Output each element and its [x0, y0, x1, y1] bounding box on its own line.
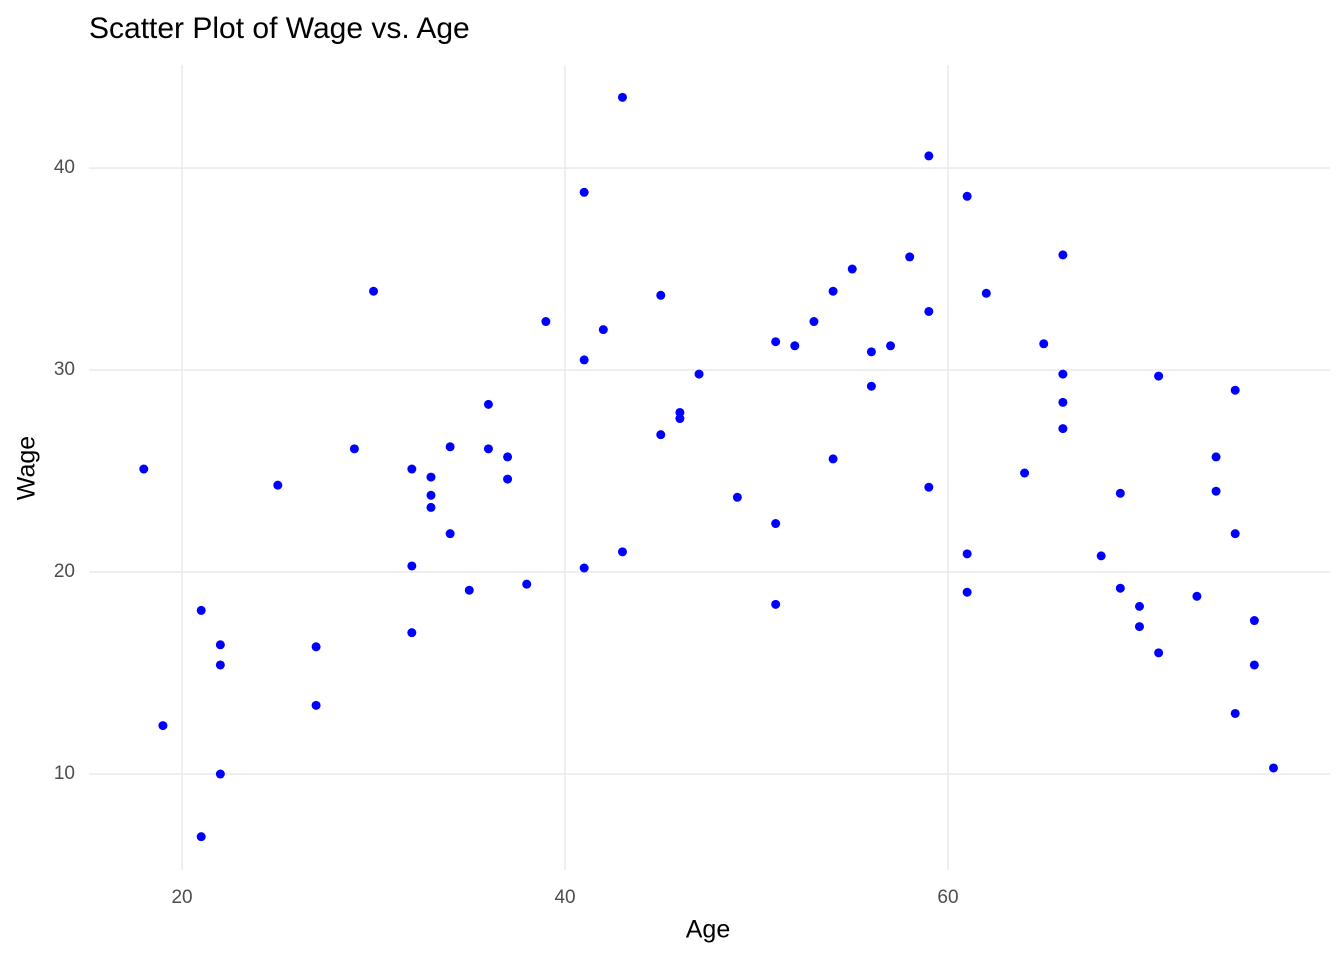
point — [598, 325, 608, 335]
point — [369, 286, 379, 296]
point — [407, 628, 417, 638]
point — [1154, 648, 1164, 658]
point — [522, 579, 532, 589]
point — [886, 341, 896, 351]
point — [924, 482, 934, 492]
point — [1058, 424, 1068, 434]
point — [426, 490, 436, 500]
point — [1058, 397, 1068, 407]
point — [541, 317, 551, 327]
point — [311, 700, 321, 710]
point — [1230, 708, 1240, 718]
point — [1039, 339, 1049, 349]
point — [790, 341, 800, 351]
point — [847, 264, 857, 274]
x-tick-label: 40 — [554, 887, 575, 908]
point — [809, 317, 819, 327]
point — [962, 549, 972, 559]
point — [483, 444, 493, 454]
point — [924, 151, 934, 161]
point — [1249, 660, 1259, 670]
point — [445, 442, 455, 452]
y-tick-label: 10 — [54, 763, 75, 784]
point — [694, 369, 704, 379]
point — [1058, 369, 1068, 379]
points — [139, 92, 1279, 842]
point — [139, 464, 149, 474]
point — [905, 252, 915, 262]
point — [215, 660, 225, 670]
point — [771, 519, 781, 529]
point — [1058, 250, 1068, 260]
point — [503, 452, 513, 462]
point — [828, 454, 838, 464]
point — [656, 290, 666, 300]
point — [771, 337, 781, 347]
point — [503, 474, 513, 484]
point — [407, 464, 417, 474]
point — [924, 306, 934, 316]
point — [196, 605, 206, 615]
y-tick-label: 30 — [54, 359, 75, 380]
point — [445, 529, 455, 539]
point — [1230, 385, 1240, 395]
point — [866, 347, 876, 357]
point — [579, 355, 589, 365]
point — [732, 492, 742, 502]
point — [617, 547, 627, 557]
point — [349, 444, 359, 454]
x-axis-title: Age — [686, 916, 730, 944]
point — [962, 587, 972, 597]
point — [1154, 371, 1164, 381]
y-axis-title: Wage — [13, 436, 41, 500]
point — [1096, 551, 1106, 561]
point — [215, 640, 225, 650]
point — [771, 599, 781, 609]
point — [579, 563, 589, 573]
point — [866, 381, 876, 391]
point — [962, 191, 972, 201]
point — [158, 721, 168, 731]
point — [407, 561, 417, 571]
point — [483, 399, 493, 409]
point — [1269, 763, 1279, 773]
point — [617, 92, 627, 102]
point — [1211, 486, 1221, 496]
point — [1115, 488, 1125, 498]
point — [1134, 622, 1144, 632]
point — [656, 430, 666, 440]
x-tick-label: 60 — [937, 887, 958, 908]
chart-title: Scatter Plot of Wage vs. Age — [89, 12, 470, 45]
point — [426, 502, 436, 512]
point — [981, 288, 991, 298]
point — [1230, 529, 1240, 539]
y-tick-label: 40 — [54, 157, 75, 178]
point — [311, 642, 321, 652]
point — [464, 585, 474, 595]
point — [1192, 591, 1202, 601]
point — [273, 480, 283, 490]
point — [196, 832, 206, 842]
point — [426, 472, 436, 482]
point — [215, 769, 225, 779]
point — [579, 187, 589, 197]
point — [675, 414, 685, 424]
point — [1211, 452, 1221, 462]
point — [1020, 468, 1030, 478]
y-tick-label: 20 — [54, 561, 75, 582]
point — [1249, 616, 1259, 626]
grid — [89, 65, 1330, 870]
point — [828, 286, 838, 296]
point — [1134, 601, 1144, 611]
x-tick-label: 20 — [171, 887, 192, 908]
point — [1115, 583, 1125, 593]
